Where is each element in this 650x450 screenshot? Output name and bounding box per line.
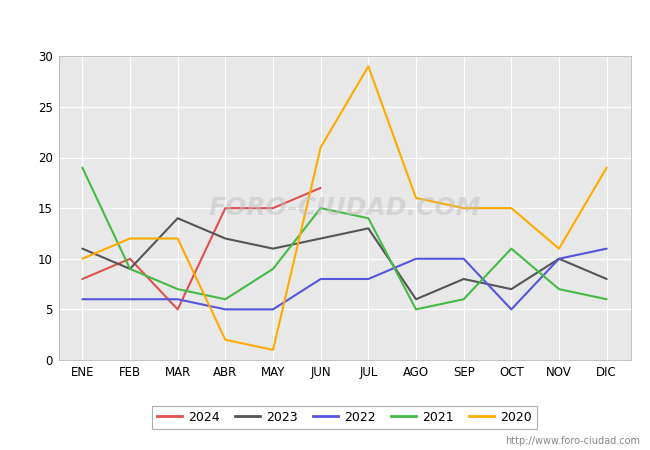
Text: http://www.foro-ciudad.com: http://www.foro-ciudad.com (505, 436, 640, 446)
Legend: 2024, 2023, 2022, 2021, 2020: 2024, 2023, 2022, 2021, 2020 (152, 406, 537, 429)
Text: FORO-CIUDAD.COM: FORO-CIUDAD.COM (208, 196, 481, 220)
Text: Matriculaciones de Vehiculos en Elorrio: Matriculaciones de Vehiculos en Elorrio (162, 14, 488, 33)
